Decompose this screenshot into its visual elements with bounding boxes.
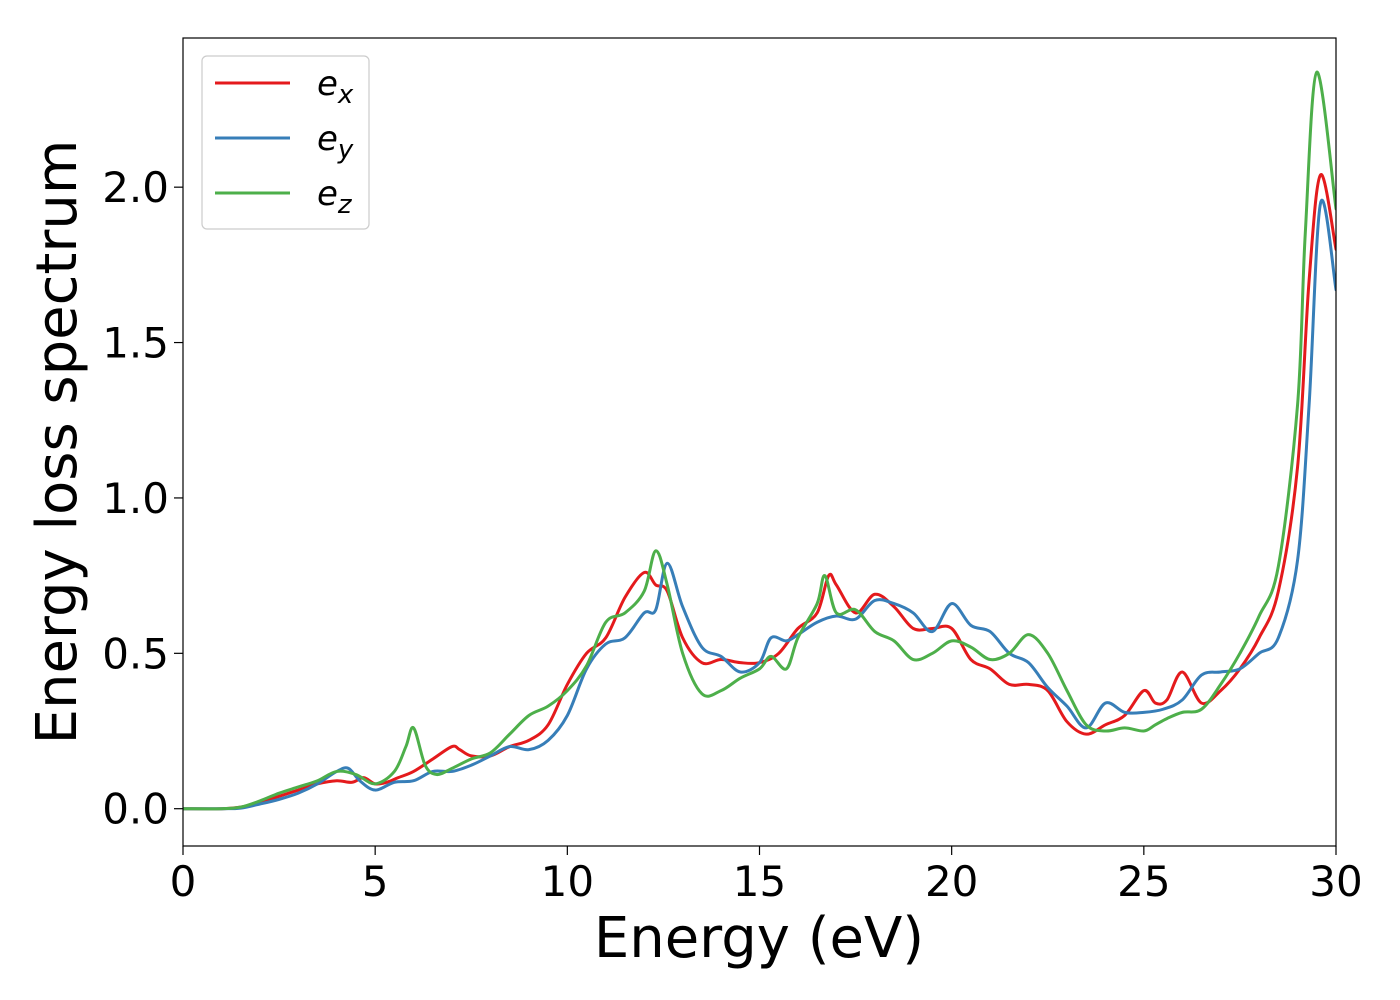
x-tick-label: 10: [541, 857, 594, 906]
x-tick-label: 25: [1117, 857, 1170, 906]
x-axis-label: Energy (eV): [594, 906, 924, 971]
y-tick-label: 1.0: [102, 474, 169, 523]
y-tick-label: 1.5: [102, 319, 169, 368]
series-layer: [183, 70, 1336, 811]
legend: ex ey ez: [201, 55, 370, 230]
y-axis: 0.0 0.5 1.0 1.5 2.0: [102, 163, 183, 834]
x-tick-label: 15: [733, 857, 786, 906]
series-line-y: [183, 198, 1336, 811]
y-tick-label: 0.5: [102, 629, 169, 678]
x-tick-label: 5: [362, 857, 389, 906]
x-tick-label: 30: [1309, 857, 1362, 906]
x-tick-label: 20: [925, 857, 978, 906]
y-tick-label: 0.0: [102, 785, 169, 834]
y-axis-label: Energy loss spectrum: [25, 140, 90, 745]
y-tick-label: 2.0: [102, 163, 169, 212]
legend-label-z: ez: [317, 174, 353, 220]
x-tick-label: 0: [170, 857, 197, 906]
legend-box: [201, 55, 370, 230]
legend-label-x: ex: [317, 64, 354, 110]
series-line-x: [183, 173, 1336, 811]
x-axis: 0 5 10 15 20 25 30: [170, 846, 1363, 906]
series-line-z: [183, 70, 1336, 811]
legend-label-y: ey: [317, 119, 354, 165]
